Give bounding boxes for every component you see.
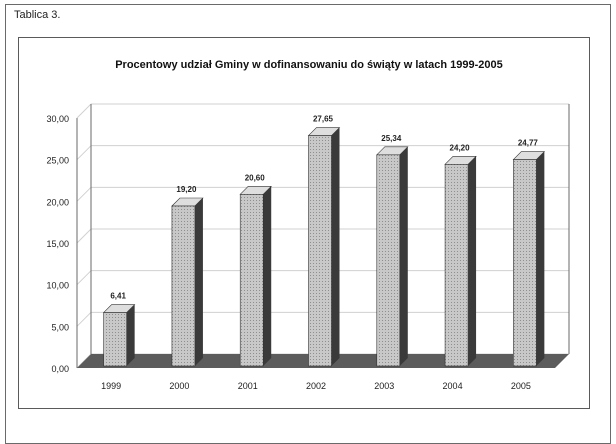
data-label: 24,20 <box>450 143 471 152</box>
bar <box>444 164 469 367</box>
data-label: 25,34 <box>381 134 402 143</box>
bar <box>103 312 127 367</box>
chart-title: Procentowy udział Gminy w dofinansowaniu… <box>115 59 503 71</box>
chart-container: Procentowy udział Gminy w dofinansowaniu… <box>18 37 590 409</box>
x-tick-label: 2005 <box>511 381 531 391</box>
data-label: 19,20 <box>176 185 197 194</box>
x-tick-label: 2002 <box>306 381 326 391</box>
bar <box>308 135 332 367</box>
bar <box>513 159 537 367</box>
bar-side <box>399 146 408 366</box>
gridline-side <box>76 228 92 244</box>
y-tick-label: 30,00 <box>46 114 69 124</box>
y-tick-label: 5,00 <box>51 322 69 332</box>
x-tick-label: 2001 <box>238 381 258 391</box>
bar-side <box>263 186 272 366</box>
bar-side <box>331 127 340 366</box>
gridline-side <box>76 145 92 161</box>
gridline-side <box>76 270 92 286</box>
bar-side <box>126 304 135 366</box>
gridline-side <box>76 311 92 327</box>
data-label: 24,77 <box>518 139 539 148</box>
data-label: 6,41 <box>110 292 126 301</box>
bar-side <box>194 198 203 366</box>
x-tick-label: 2004 <box>443 381 463 391</box>
x-tick-label: 2000 <box>169 381 189 391</box>
bar <box>239 194 264 367</box>
bar <box>171 205 196 367</box>
x-tick-label: 2003 <box>374 381 394 391</box>
gridline-side <box>76 186 92 202</box>
y-tick-label: 25,00 <box>46 156 69 166</box>
x-tick-label: 1999 <box>101 381 121 391</box>
bar-side <box>536 151 545 366</box>
gridline-side <box>76 103 92 119</box>
y-tick-label: 20,00 <box>46 197 69 207</box>
bar-chart: 0,00 5,00 10,00 15,00 20,00 25,00 30,00 6,41 199… <box>46 103 570 391</box>
y-tick-label: 15,00 <box>46 239 69 249</box>
data-label: 27,65 <box>313 115 334 124</box>
bar <box>376 154 401 367</box>
data-label: 20,60 <box>245 173 266 182</box>
y-tick-label: 10,00 <box>46 281 69 291</box>
table-caption: Tablica 3. <box>14 9 61 21</box>
y-tick-label: 0,00 <box>51 364 69 374</box>
bar-side <box>468 156 477 366</box>
